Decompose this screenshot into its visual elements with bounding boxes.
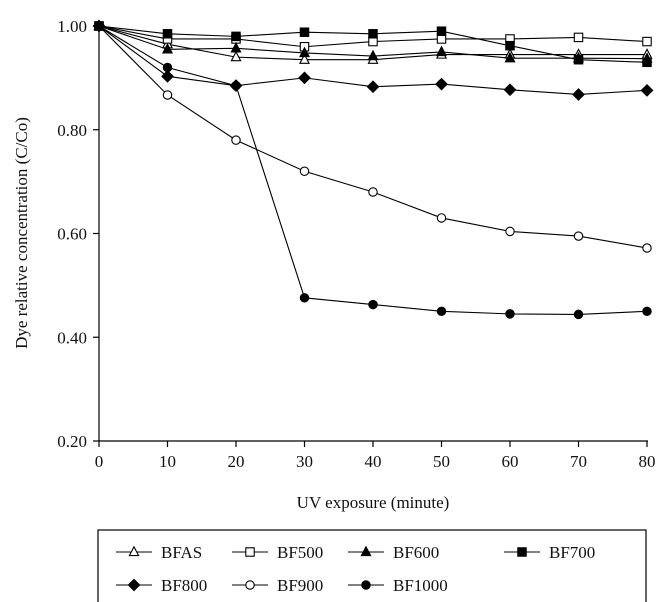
- data-point-bf1000: [436, 306, 447, 317]
- data-point-bf1000: [162, 62, 173, 73]
- data-point-bf800: [366, 80, 380, 94]
- legend-marker-bf1000: [361, 580, 371, 590]
- data-point-bf1000: [231, 80, 241, 91]
- data-point-bf600: [161, 42, 174, 54]
- legend-item-bf600: BF600: [348, 543, 439, 562]
- legend-label-bf800: BF800: [161, 576, 207, 595]
- legend-label-bf1000: BF1000: [393, 576, 448, 595]
- data-point-bf600: [504, 51, 516, 63]
- data-point-bf900: [436, 213, 447, 223]
- legend-marker-bf500: [245, 547, 255, 557]
- series-bf1000: [94, 21, 652, 320]
- data-point-bf900: [505, 226, 515, 237]
- data-point-bf700: [642, 57, 652, 68]
- x-tick-label: 40: [365, 452, 382, 471]
- x-tick-label: 10: [159, 452, 176, 471]
- y-tick-label: 1.00: [57, 17, 87, 36]
- legend-item-bf700: BF700: [504, 543, 595, 562]
- series-layer: [92, 19, 654, 320]
- data-point-bf700: [162, 29, 173, 39]
- legend-label-bf600: BF600: [393, 543, 439, 562]
- data-point-bf600: [435, 45, 448, 57]
- legend-label-bf900: BF900: [277, 576, 323, 595]
- x-axis-title: UV exposure (minute): [297, 493, 450, 512]
- data-point-bf500: [573, 32, 584, 43]
- data-point-bf700: [299, 27, 310, 37]
- data-point-bf1000: [299, 293, 310, 303]
- x-tick-label: 30: [296, 452, 313, 471]
- data-point-bf800: [161, 69, 174, 83]
- y-tick-label: 0.40: [57, 328, 87, 347]
- data-point-bf1000: [573, 309, 584, 320]
- legend-marker-bf800: [127, 578, 141, 592]
- data-point-bf800: [298, 71, 311, 85]
- legend-label-bf700: BF700: [549, 543, 595, 562]
- data-point-bf700: [505, 40, 515, 51]
- data-point-bf900: [573, 231, 584, 241]
- data-point-bfas: [298, 53, 311, 64]
- data-point-bf900: [162, 90, 173, 100]
- x-tick-label: 60: [502, 452, 519, 471]
- data-point-bf500: [368, 36, 378, 47]
- series-bf800: [92, 19, 654, 101]
- axes: 0.20 0.40 0.60 0.80 1.00 0 10 20 30 40 50 60 70 80: [57, 17, 655, 471]
- data-point-bf700: [231, 31, 241, 42]
- y-axis-title: Dye relative concentration (C/Co): [12, 117, 31, 349]
- data-point-bf900: [299, 166, 310, 177]
- series-line-bf1000: [98, 25, 648, 315]
- data-point-bf600: [367, 49, 379, 61]
- legend-marker-bf600: [360, 545, 372, 557]
- x-tick-label: 0: [95, 452, 104, 471]
- legend-marker-bf900: [245, 580, 255, 590]
- data-point-bf1000: [94, 21, 104, 31]
- legend-item-bf800: BF800: [116, 576, 207, 595]
- data-point-bf800: [435, 77, 448, 91]
- data-point-bf900: [368, 187, 378, 197]
- legend-marker-bf700: [517, 547, 527, 557]
- data-point-bf900: [642, 243, 652, 253]
- data-point-bf700: [573, 54, 584, 65]
- legend: BFAS BF500 BF600 BF700 BF800 BF900 BF1000: [97, 529, 647, 602]
- legend-label-bfas: BFAS: [161, 543, 202, 562]
- data-point-bf1000: [368, 299, 378, 310]
- data-point-bf700: [368, 29, 378, 39]
- legend-box: [97, 529, 647, 602]
- data-point-bf600: [230, 41, 242, 53]
- x-tick-label: 80: [639, 452, 656, 471]
- data-point-bf800: [503, 83, 517, 97]
- legend-item-bf500: BF500: [232, 543, 323, 562]
- legend-marker-bfas: [128, 545, 140, 557]
- data-point-bfas: [230, 50, 242, 62]
- legend-item-bf1000: BF1000: [348, 576, 448, 595]
- data-point-bf600: [298, 46, 311, 58]
- data-point-bf700: [436, 26, 447, 36]
- data-point-bf800: [640, 83, 654, 97]
- legend-label-bf500: BF500: [277, 543, 323, 562]
- data-point-bf900: [231, 135, 241, 145]
- legend-item-bf900: BF900: [232, 576, 323, 595]
- legend-item-bfas: BFAS: [116, 543, 202, 562]
- x-tick-label: 50: [433, 452, 450, 471]
- x-tick-label: 70: [570, 452, 587, 471]
- data-point-bf500: [436, 34, 447, 44]
- y-tick-label: 0.60: [57, 225, 87, 244]
- data-point-bf1000: [505, 309, 515, 319]
- data-point-bf1000: [642, 306, 652, 317]
- data-point-bf800: [572, 88, 585, 101]
- x-tick-label: 20: [228, 452, 245, 471]
- y-tick-label: 0.20: [57, 432, 87, 451]
- y-tick-label: 0.80: [57, 121, 87, 140]
- data-point-bf500: [642, 36, 652, 47]
